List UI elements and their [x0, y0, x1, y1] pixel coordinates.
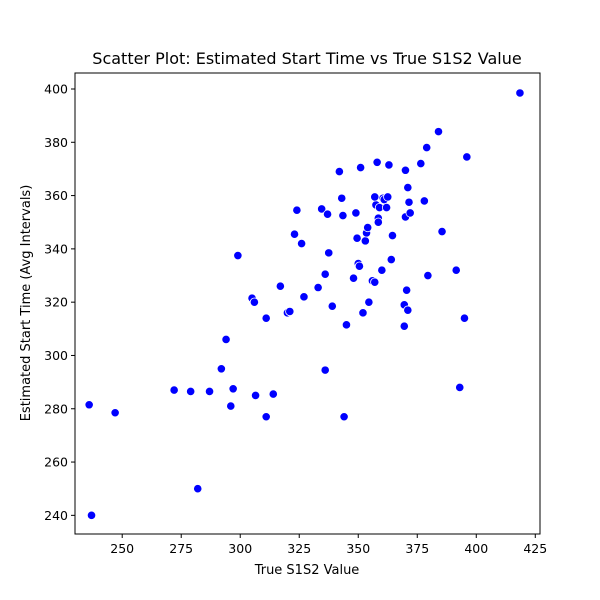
- chart-title: Scatter Plot: Estimated Start Time vs Tr…: [92, 49, 521, 68]
- y-tick-label: 320: [44, 295, 68, 310]
- scatter-point: [433, 127, 444, 137]
- scatter-point: [405, 208, 415, 218]
- scatter-point: [275, 281, 285, 291]
- x-tick-label: 375: [405, 541, 429, 556]
- x-tick-label: 300: [228, 541, 252, 556]
- scatter-point: [459, 313, 470, 323]
- plot-area: 250 275 300 325 350 375 400 425 240 260 280 300 320 3…: [44, 72, 547, 556]
- x-tick-label: 400: [464, 541, 488, 556]
- scatter-point: [292, 205, 302, 215]
- scatter-point: [352, 233, 362, 243]
- scatter-point: [250, 390, 261, 401]
- scatter-point: [320, 365, 330, 375]
- scatter-point: [268, 389, 278, 399]
- x-tick-label: 275: [169, 541, 193, 556]
- scatter-point: [387, 230, 398, 241]
- scatter-point: [86, 510, 97, 520]
- scatter-point: [358, 308, 368, 318]
- scatter-point: [354, 261, 365, 271]
- scatter-point: [416, 159, 426, 169]
- scatter-point: [419, 196, 429, 206]
- y-tick-label: 340: [44, 241, 68, 256]
- x-tick-label: 425: [523, 541, 547, 556]
- scatter-point: [384, 160, 394, 170]
- scatter-point: [377, 265, 387, 275]
- scatter-point: [169, 385, 179, 395]
- scatter-point: [348, 273, 359, 283]
- scatter-point: [110, 408, 120, 418]
- y-axis-label: Estimated Start Time (Avg Intervals): [19, 185, 34, 422]
- scatter-point: [337, 193, 347, 203]
- x-tick-label: 250: [110, 541, 134, 556]
- scatter-point: [334, 167, 344, 177]
- y-tick-label: 300: [44, 348, 68, 363]
- scatter-point: [403, 182, 413, 193]
- scatter-point: [289, 229, 300, 239]
- scatter-point: [228, 384, 238, 394]
- y-tick-label: 280: [44, 401, 68, 416]
- scatter-point: [320, 269, 330, 279]
- scatter-point: [327, 301, 337, 311]
- scatter-point: [261, 313, 271, 323]
- scatter-point: [249, 297, 259, 307]
- scatter-point: [186, 386, 196, 397]
- scatter-point: [370, 192, 380, 202]
- scatter-point: [221, 334, 231, 345]
- y-tick-label: 400: [44, 81, 68, 96]
- scatter-point: [386, 254, 396, 265]
- scatter-point: [381, 202, 392, 213]
- scatter-point: [383, 192, 393, 202]
- plot-frame: [74, 72, 541, 535]
- scatter-point: [364, 297, 374, 307]
- scatter-point: [324, 248, 334, 258]
- scatter-point: [216, 364, 226, 374]
- x-tick-label: 350: [346, 541, 370, 556]
- scatter-point: [341, 320, 352, 330]
- y-tick-label: 360: [44, 188, 68, 203]
- scatter-point: [373, 217, 383, 227]
- scatter-point: [370, 277, 380, 287]
- scatter-point: [339, 412, 349, 422]
- scatter-point: [285, 306, 295, 317]
- scatter-point: [455, 382, 465, 393]
- scatter-point: [356, 163, 366, 173]
- scatter-point: [84, 400, 94, 410]
- scatter-point: [322, 209, 333, 219]
- scatter-point: [462, 152, 472, 162]
- scatter-point: [372, 157, 382, 167]
- scatter-point: [317, 204, 327, 214]
- scatter-point: [351, 208, 361, 218]
- scatter-point: [437, 226, 447, 237]
- scatter-point: [226, 401, 236, 411]
- scatter-point: [204, 386, 215, 397]
- scatter-point: [363, 222, 373, 233]
- scatter-point: [422, 143, 432, 153]
- y-tick-label: 240: [44, 508, 68, 523]
- scatter-point: [399, 321, 409, 331]
- scatter-point: [193, 484, 203, 494]
- scatter-point: [402, 285, 412, 295]
- scatter-point: [423, 270, 433, 281]
- scatter-point: [360, 236, 370, 246]
- scatter-point: [299, 292, 309, 302]
- scatter-point: [404, 197, 414, 207]
- scatter-point: [403, 305, 413, 315]
- y-tick-label: 260: [44, 455, 68, 470]
- scatter-point: [338, 210, 348, 221]
- scatter-point: [233, 250, 243, 261]
- scatter-point: [451, 265, 461, 275]
- scatter-point: [313, 282, 323, 293]
- scatter-point: [400, 165, 411, 175]
- scatter-point: [296, 238, 307, 249]
- scatter-point: [261, 412, 271, 422]
- scatter-point: [515, 88, 525, 98]
- x-axis-label: True S1S2 Value: [254, 563, 360, 578]
- y-tick-label: 380: [44, 135, 68, 150]
- x-tick-label: 325: [287, 541, 311, 556]
